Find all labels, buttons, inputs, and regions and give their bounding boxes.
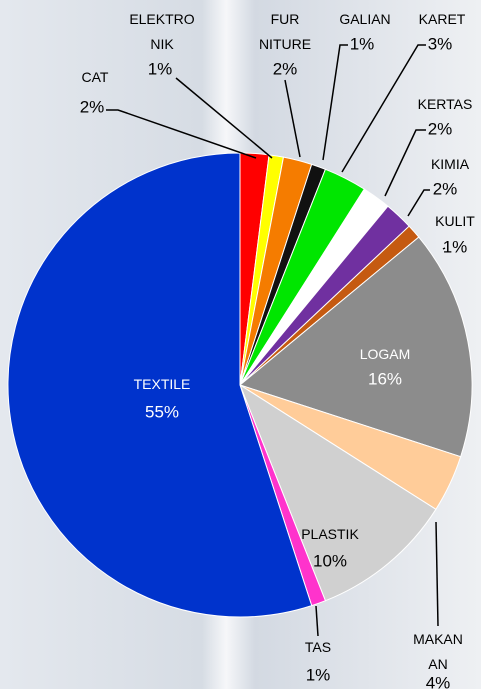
category-label-line: CAT [82,69,109,85]
category-label-line: LOGAM [360,346,411,362]
value-label: 2% [428,119,453,138]
leader-line [407,189,430,217]
leader-line [315,605,319,637]
category-label-line: FUR [271,11,300,27]
category-label: GALIAN [339,11,390,27]
slice [238,383,437,602]
leader-line [442,247,446,250]
category-label: KERTAS [418,96,473,112]
category-label: KIMIA [431,156,470,172]
category-label-line: AN [428,656,447,672]
category-label: FUR NITURE [259,11,311,52]
leader-line [341,44,426,173]
category-label: KARET [419,11,466,27]
category-label: LOGAM [360,346,411,362]
value-label: 1% [350,34,375,53]
category-label-line: ELEKTRO [129,11,194,27]
value-label: 2% [80,97,105,116]
leader-line [384,129,426,197]
category-label-line: KULIT [435,213,475,229]
value-label: 1% [306,665,331,684]
category-label-line: NITURE [259,36,311,52]
value-label: 1% [443,237,468,256]
slice [238,236,473,458]
value-label: 3% [428,34,453,53]
category-label-line: NIK [150,36,174,52]
value-label: 4% [426,673,451,689]
category-label-line: TEXTILE [134,376,191,392]
leader-line [106,109,257,159]
category-label-line: KERTAS [418,96,473,112]
category-label: PLASTIK [301,526,359,542]
category-label-line: KIMIA [431,156,470,172]
value-label: 55% [145,402,179,421]
slice [7,152,313,618]
category-label-line: TAS [305,639,331,655]
labels: CAT 2% ELEKTRO NIK 1% FUR NITURE 2% GALIAN 1% KARE… [80,11,476,689]
leader-line [435,521,439,627]
category-label-line: KARET [419,11,466,27]
leader-line [322,44,348,161]
value-label: 10% [313,551,347,570]
pie [7,152,473,618]
value-label: 2% [273,59,298,78]
category-label: KULIT [435,213,475,229]
category-label: TEXTILE [134,376,191,392]
category-label: MAKAN AN [413,631,463,672]
value-label: 16% [368,369,402,388]
leader-line [284,79,301,158]
category-label-line: PLASTIK [301,526,359,542]
category-label: CAT [82,69,109,85]
category-label: ELEKTRO NIK [129,11,194,52]
category-label-line: MAKAN [413,631,463,647]
category-label: TAS [305,639,331,655]
value-label: 1% [148,59,173,78]
value-label: 2% [433,179,458,198]
leader-line [175,77,273,159]
category-label-line: GALIAN [339,11,390,27]
